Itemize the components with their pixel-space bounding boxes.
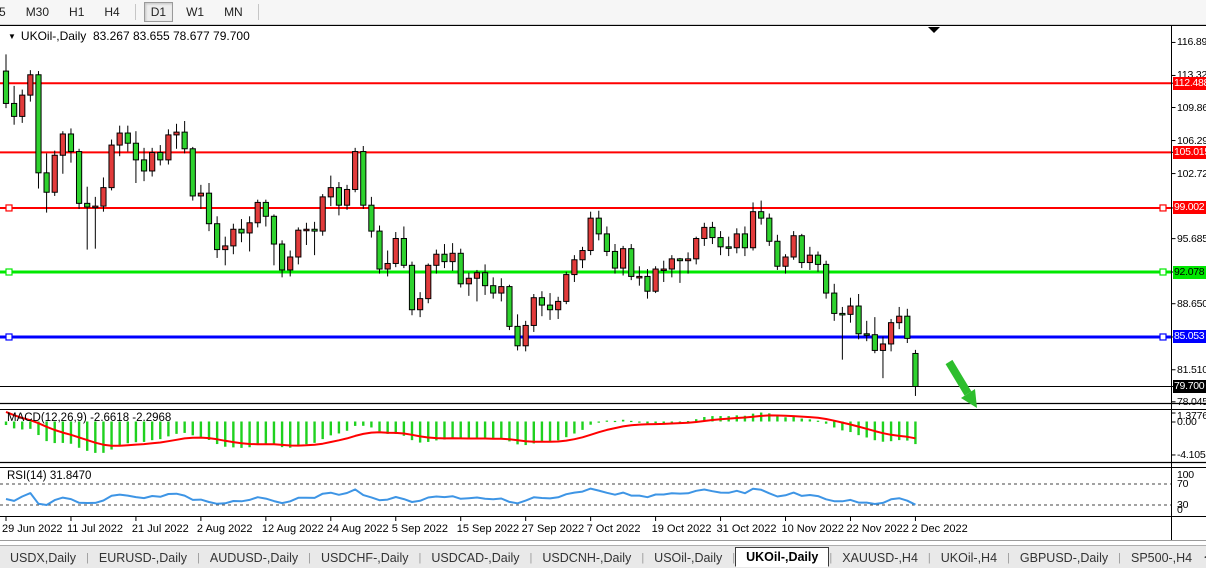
rsi-value: 31.8470 [49, 470, 92, 482]
price-tick-label: 102.720 [1177, 167, 1206, 180]
price-line-label-105.015: 105.015 [1173, 145, 1206, 159]
line-handle[interactable] [1159, 333, 1167, 341]
macd-axis-label: -4.1054 [1177, 448, 1206, 461]
horizontal-line-92.078[interactable] [0, 268, 1171, 276]
price-line-label-112.488: 112.488 [1173, 76, 1206, 90]
timeframe-button-w1[interactable]: W1 [186, 5, 205, 19]
timeframe-button-5[interactable]: 5 [0, 5, 6, 19]
symbol-tab-audusd-daily[interactable]: AUDUSD-,Daily [209, 550, 299, 565]
price-tick-label: 81.510 [1177, 363, 1206, 376]
horizontal-line-85.053[interactable] [0, 333, 1171, 341]
rsi-axis-label: 70 [1177, 478, 1189, 490]
chart-symbol-label: UKOil-,Daily [20, 29, 87, 43]
symbol-tab-sp500-h4[interactable]: SP500-,H4 [1130, 550, 1193, 565]
date-tick-label: 22 Nov 2022 [846, 523, 909, 535]
rsi-indicator-label: RSI(14) 31.8470 [7, 470, 91, 482]
date-tick-label: 15 Sep 2022 [456, 523, 520, 535]
price-tick-label: 116.895 [1177, 36, 1206, 49]
line-handle[interactable] [5, 268, 13, 276]
tab-separator: | [308, 551, 311, 564]
date-tick-label: 29 Jun 2022 [2, 523, 63, 535]
timeframe-button-h1[interactable]: H1 [69, 5, 85, 19]
toolbar-separator [257, 4, 259, 20]
rsi-axis-label: 30 [1177, 499, 1189, 511]
symbol-tab-usdcnh-daily[interactable]: USDCNH-,Daily [542, 550, 632, 565]
tab-separator: | [529, 551, 533, 564]
date-tick-label: 2 Aug 2022 [196, 523, 253, 535]
tab-separator: | [1007, 551, 1010, 564]
candlestick-series [2, 54, 919, 396]
chart-expander-icon[interactable]: ▼ [8, 32, 16, 41]
symbol-tab-usdchf-daily[interactable]: USDCHF-,Daily [320, 550, 409, 565]
date-tick-label: 31 Oct 2022 [716, 523, 777, 535]
date-tick-label: 5 Sep 2022 [391, 523, 449, 535]
price-line-label-99.002: 99.002 [1173, 201, 1206, 215]
price-tick-label: 78.045 [1177, 395, 1206, 408]
chart-title: ▼ UKOil-,Daily 83.267 83.655 78.677 79.70… [8, 29, 250, 43]
line-handle[interactable] [5, 204, 13, 212]
symbol-tab-xauusd-h4[interactable]: XAUUSD-,H4 [842, 550, 918, 565]
down-arrow-annotation[interactable] [945, 359, 977, 408]
timeframe-button-m30[interactable]: M30 [25, 5, 50, 19]
line-handle[interactable] [5, 333, 13, 341]
symbol-tab-usdcad-daily[interactable]: USDCAD-,Daily [431, 550, 520, 565]
macd-indicator-label: MACD(12,26,9) -2.6618 -2.2968 [7, 412, 171, 424]
timeframe-button-h4[interactable]: H4 [104, 5, 120, 19]
date-tick-label: 19 Oct 2022 [651, 523, 712, 535]
line-handle[interactable] [1159, 268, 1167, 276]
symbol-tab-eurusd-daily[interactable]: EURUSD-,Daily [98, 550, 188, 565]
scroll-to-end-marker-icon[interactable] [928, 27, 940, 33]
date-tick-label: 7 Oct 2022 [586, 523, 641, 535]
symbol-tab-gbpusd-daily[interactable]: GBPUSD-,Daily [1019, 550, 1109, 565]
date-tick-label: 24 Aug 2022 [326, 523, 389, 535]
toolbar-separator [134, 4, 136, 20]
tab-scroll-controls: ◄► [1202, 552, 1206, 563]
macd-axis-label: 1.3776 [1177, 410, 1206, 422]
date-tick-label: 27 Sep 2022 [521, 523, 585, 535]
price-line-label-92.078: 92.078 [1173, 265, 1206, 279]
macd-axis-label: 0.00 [1177, 416, 1197, 428]
timeframe-toolbar: 5 M30 H1 H4 D1 W1 MN [0, 0, 1206, 25]
line-handle[interactable] [1159, 204, 1167, 212]
timeframe-button-d1[interactable]: D1 [143, 2, 174, 22]
tab-separator: | [641, 551, 645, 564]
tab-separator: | [927, 551, 931, 564]
tab-separator: | [829, 551, 833, 564]
chart-ohlc-values: 83.267 83.655 78.677 79.700 [92, 29, 250, 43]
tab-separator: | [418, 551, 422, 564]
symbol-tab-ukoil-daily[interactable]: UKOil-,Daily [735, 546, 830, 567]
price-line-label-85.053: 85.053 [1173, 330, 1206, 344]
rsi-line [5, 487, 916, 506]
symbol-tab-usdx-daily[interactable]: USDX,Daily [10, 550, 76, 565]
tab-separator: | [86, 551, 89, 564]
price-tick-label: 109.860 [1177, 101, 1206, 114]
price-line-label-79.700: 79.700 [1173, 379, 1206, 393]
rsi-axis-label: 0 [1177, 504, 1183, 516]
rsi-axis-label: 100 [1177, 469, 1194, 481]
macd-signal-line [5, 410, 916, 447]
price-tick-label: 106.290 [1177, 134, 1206, 147]
symbol-tab-usoil-daily[interactable]: USOil-,Daily [654, 550, 723, 565]
rsi-name: RSI(14) [7, 470, 47, 482]
date-tick-label: 11 Jul 2022 [66, 523, 124, 535]
macd-values: -2.6618 -2.2968 [90, 412, 172, 424]
date-tick-label: 12 Aug 2022 [261, 523, 324, 535]
tab-separator: | [197, 551, 200, 564]
price-tick-label: 95.685 [1177, 232, 1206, 245]
tab-scroll-left-button[interactable]: ◄ [1202, 552, 1206, 563]
macd-name: MACD(12,26,9) [7, 412, 87, 424]
tab-separator: | [1118, 551, 1121, 564]
symbol-tab-ukoil-h4[interactable]: UKOil-,H4 [940, 550, 998, 565]
date-tick-label: 2 Dec 2022 [911, 523, 968, 535]
symbol-tab-bar: USDX,Daily | EURUSD-,Daily | AUDUSD-,Daily | U… [0, 545, 1206, 568]
price-tick-label: 88.650 [1177, 297, 1206, 310]
timeframe-button-mn[interactable]: MN [224, 5, 243, 19]
date-tick-label: 21 Jul 2022 [131, 523, 189, 535]
date-tick-label: 10 Nov 2022 [781, 523, 844, 535]
horizontal-line-99.002[interactable] [0, 204, 1171, 212]
tab-separator: | [732, 551, 736, 564]
